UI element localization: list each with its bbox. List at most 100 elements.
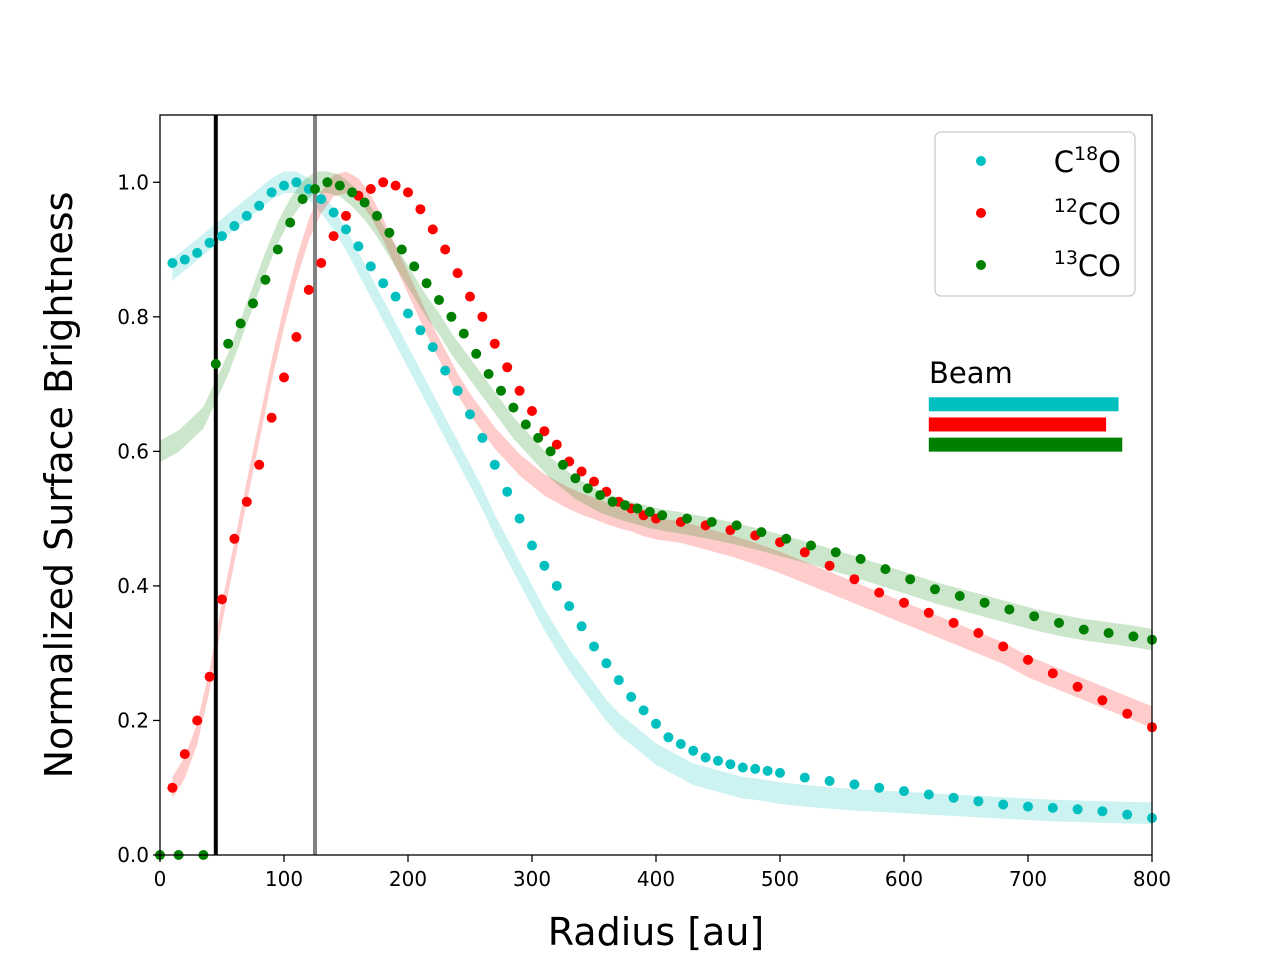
- point-13CO: [855, 554, 866, 564]
- point-13CO: [272, 244, 283, 255]
- axis-ticks: 0 100 200 300 400 500 600 700 800 0.0 0.2 0.4 0.6 0.8…: [117, 170, 1171, 891]
- point-13CO: [1029, 611, 1040, 622]
- x-tick-label: 100: [265, 867, 303, 891]
- x-tick-label: 200: [389, 867, 427, 891]
- x-tick-label: 300: [513, 867, 551, 891]
- point-12CO: [229, 533, 240, 544]
- point-C18O: [477, 432, 488, 443]
- x-tick-label: 800: [1133, 867, 1171, 891]
- legend-marker-C18O: [976, 156, 986, 166]
- point-12CO: [948, 617, 959, 628]
- point-C18O: [948, 792, 959, 803]
- point-C18O: [613, 675, 624, 686]
- point-13CO: [458, 328, 469, 339]
- point-13CO: [657, 510, 668, 521]
- point-C18O: [750, 763, 761, 774]
- point-13CO: [508, 402, 519, 413]
- legend-label-12CO: 12CO: [1054, 195, 1121, 231]
- point-13CO: [384, 227, 395, 238]
- point-13CO: [880, 564, 891, 575]
- point-C18O: [551, 580, 562, 591]
- point-C18O: [489, 459, 500, 470]
- point-C18O: [638, 705, 649, 716]
- vertical-reference-lines: [213, 115, 317, 855]
- point-12CO: [341, 210, 351, 221]
- point-C18O: [452, 385, 463, 396]
- point-12CO: [403, 187, 413, 198]
- legend-label-C18O: C18O: [1054, 143, 1121, 179]
- point-13CO: [1103, 628, 1114, 638]
- beam-bar-13CO: [928, 437, 1123, 452]
- point-13CO: [235, 318, 246, 329]
- y-tick-label: 0.0: [117, 843, 149, 867]
- point-13CO: [1054, 617, 1064, 628]
- y-tick-label: 0.6: [117, 439, 149, 463]
- point-12CO: [923, 607, 934, 618]
- point-C18O: [725, 759, 736, 770]
- point-13CO: [1128, 631, 1139, 642]
- point-12CO: [316, 258, 327, 268]
- point-C18O: [427, 342, 438, 353]
- point-C18O: [576, 621, 587, 632]
- point-C18O: [675, 739, 686, 749]
- point-12CO: [204, 671, 215, 682]
- point-12CO: [527, 406, 537, 416]
- point-12CO: [303, 284, 314, 295]
- point-13CO: [359, 197, 370, 208]
- point-C18O: [254, 200, 265, 211]
- point-12CO: [489, 338, 500, 349]
- x-tick-label: 0: [154, 867, 167, 891]
- point-12CO: [477, 311, 488, 322]
- point-12CO: [427, 224, 438, 235]
- point-13CO: [285, 217, 296, 228]
- point-C18O: [204, 237, 215, 248]
- point-13CO: [830, 547, 841, 558]
- point-13CO: [731, 520, 742, 531]
- point-C18O: [403, 308, 413, 319]
- point-12CO: [502, 362, 513, 373]
- point-12CO: [465, 291, 475, 302]
- legend-superscript: 12: [1054, 195, 1078, 217]
- point-13CO: [520, 419, 531, 430]
- point-12CO: [415, 204, 426, 215]
- point-13CO: [930, 584, 940, 595]
- y-tick-label: 1.0: [117, 170, 149, 194]
- point-C18O: [737, 762, 748, 773]
- point-13CO: [471, 348, 482, 359]
- point-13CO: [582, 483, 593, 494]
- beam-label: Beam: [929, 356, 1013, 390]
- point-13CO: [620, 500, 630, 511]
- point-C18O: [564, 601, 575, 612]
- point-C18O: [663, 732, 674, 743]
- point-13CO: [297, 194, 308, 205]
- point-13CO: [607, 496, 618, 507]
- point-12CO: [192, 715, 203, 726]
- point-C18O: [502, 486, 513, 497]
- point-12CO: [589, 476, 599, 487]
- point-13CO: [706, 517, 717, 527]
- x-tick-label: 600: [885, 867, 923, 891]
- legend-superscript: 18: [1074, 143, 1098, 165]
- point-C18O: [1047, 802, 1058, 813]
- point-C18O: [539, 560, 550, 571]
- beam-bar-C18O: [928, 397, 1119, 412]
- point-13CO: [421, 278, 432, 289]
- point-C18O: [266, 187, 277, 198]
- x-tick-label: 700: [1009, 867, 1047, 891]
- point-C18O: [1122, 809, 1133, 820]
- point-13CO: [1078, 624, 1089, 635]
- point-12CO: [973, 628, 984, 638]
- point-13CO: [260, 274, 271, 285]
- point-13CO: [409, 261, 420, 272]
- legend-label-13CO: 13CO: [1054, 247, 1121, 283]
- point-13CO: [756, 527, 767, 538]
- point-C18O: [179, 254, 190, 265]
- point-13CO: [1004, 604, 1015, 615]
- x-axis-label: Radius [au]: [548, 910, 765, 954]
- point-C18O: [688, 745, 699, 756]
- y-tick-label: 0.4: [117, 574, 149, 598]
- point-13CO: [558, 459, 568, 470]
- point-12CO: [799, 547, 810, 558]
- point-12CO: [899, 597, 909, 608]
- point-C18O: [353, 241, 364, 252]
